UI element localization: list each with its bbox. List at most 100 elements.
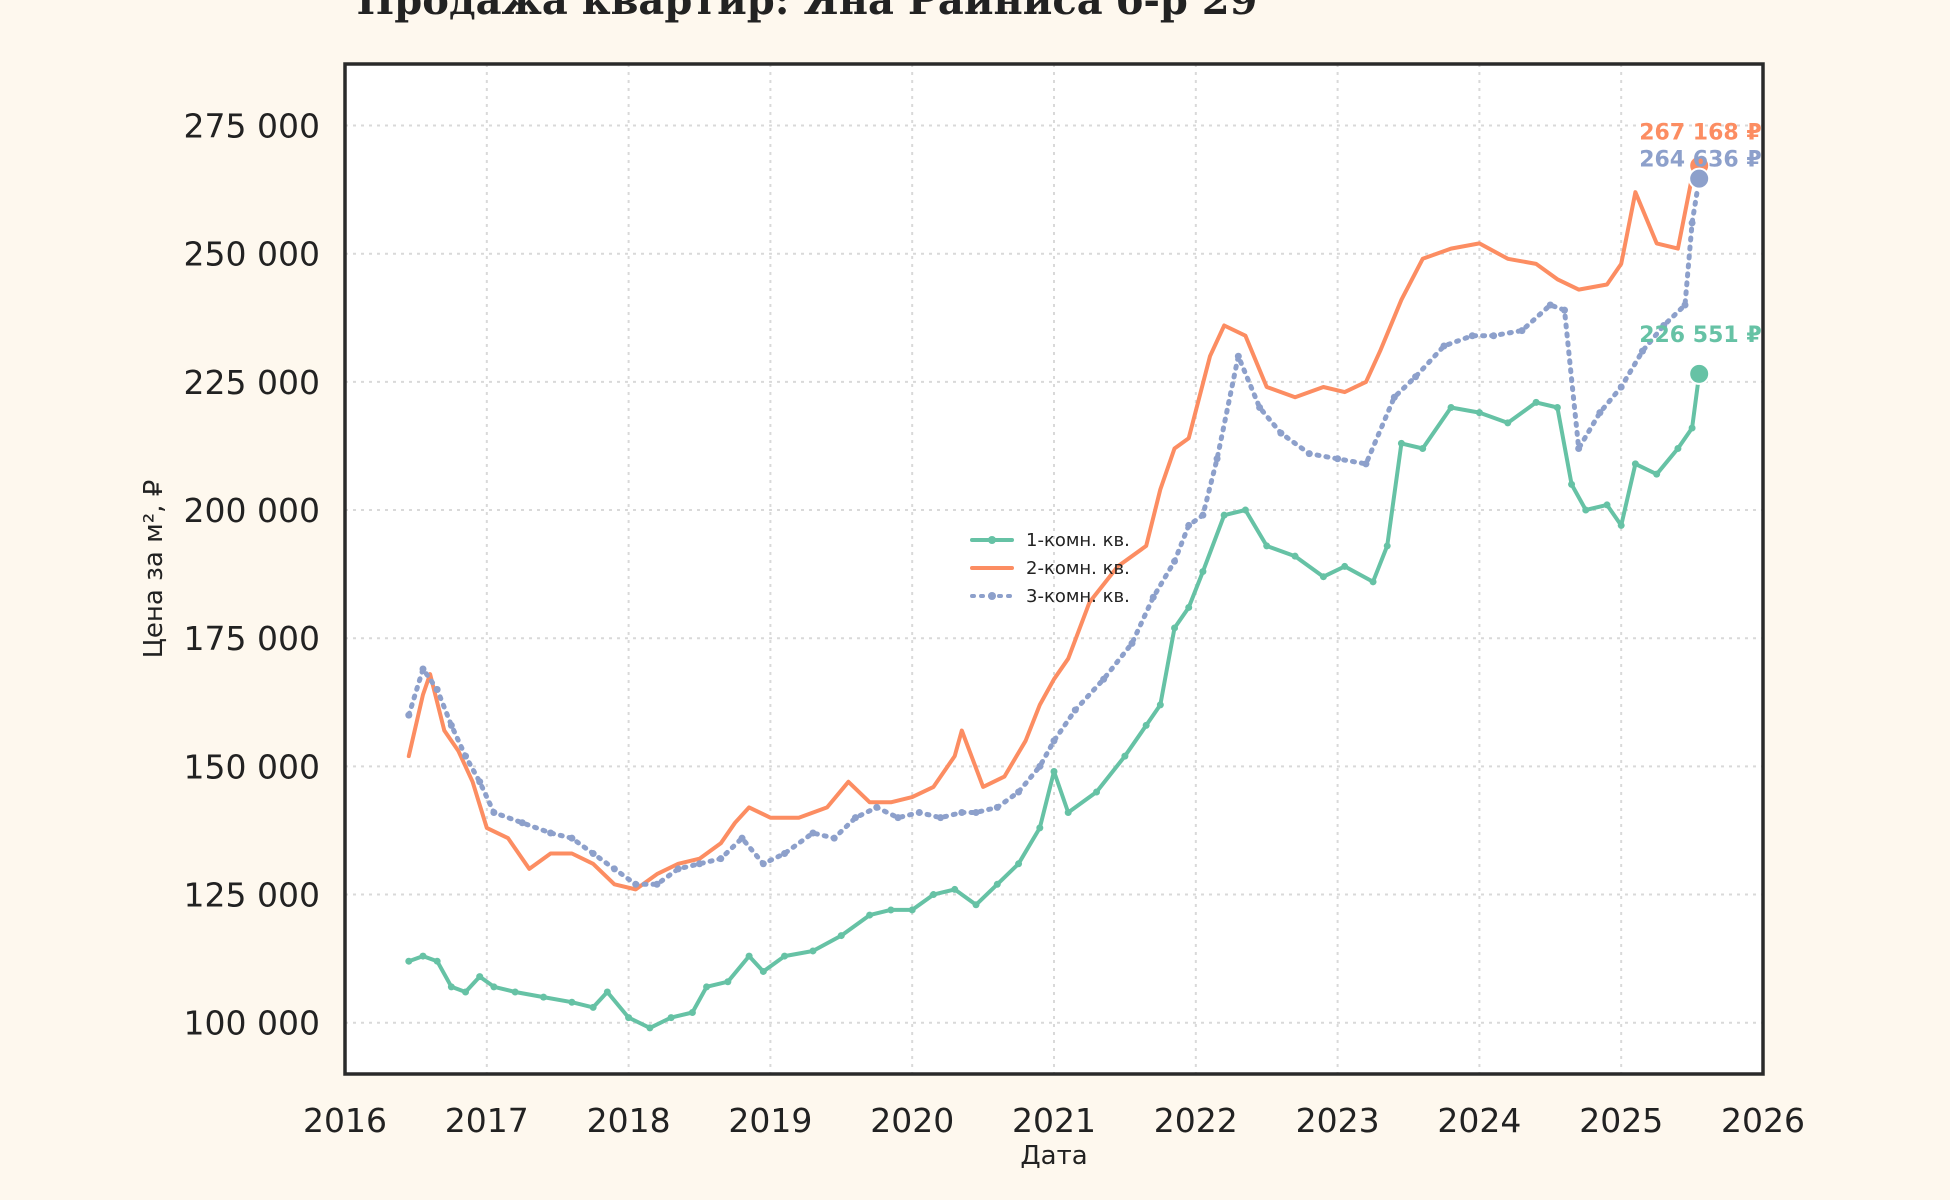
data-point xyxy=(703,983,711,991)
data-point xyxy=(1419,445,1427,453)
data-point xyxy=(405,711,413,719)
y-tick-label: 100 000 xyxy=(184,1004,320,1043)
y-tick-label: 150 000 xyxy=(184,747,320,786)
y-tick-label: 125 000 xyxy=(184,876,320,915)
data-point xyxy=(1100,675,1108,683)
data-point xyxy=(1171,624,1179,632)
data-point xyxy=(1015,788,1023,796)
x-tick-label: 2026 xyxy=(1721,1101,1805,1140)
x-tick-label: 2017 xyxy=(445,1101,529,1140)
data-point xyxy=(1277,429,1285,437)
data-point xyxy=(1553,404,1561,412)
data-point xyxy=(1617,383,1625,391)
data-point xyxy=(1560,306,1568,314)
data-point xyxy=(1660,321,1668,329)
data-point xyxy=(447,721,455,729)
data-point xyxy=(1185,603,1193,611)
end-value-label: 226 551 ₽ xyxy=(1639,323,1761,348)
data-point xyxy=(1199,511,1207,519)
data-point xyxy=(993,880,1001,888)
data-point xyxy=(1220,511,1228,519)
legend-label: 1-комн. кв. xyxy=(1026,530,1130,551)
data-point xyxy=(866,911,874,919)
data-point xyxy=(1362,460,1370,468)
data-point xyxy=(1369,578,1377,586)
data-point xyxy=(490,983,498,991)
x-tick-label: 2023 xyxy=(1296,1101,1380,1140)
data-point xyxy=(419,952,427,960)
data-point xyxy=(1050,768,1058,776)
data-point xyxy=(1440,342,1448,350)
data-point xyxy=(837,932,845,940)
data-point xyxy=(405,957,413,965)
data-point xyxy=(433,957,441,965)
end-marker xyxy=(1688,362,1711,385)
data-point xyxy=(1468,332,1476,340)
data-point xyxy=(1490,332,1498,340)
data-point xyxy=(667,1014,675,1022)
data-point xyxy=(447,983,455,991)
x-axis-title: Дата xyxy=(1020,1141,1087,1171)
data-point xyxy=(696,860,703,868)
legend-label: 3-комн. кв. xyxy=(1026,586,1130,607)
data-point xyxy=(476,778,484,786)
data-point xyxy=(1412,373,1420,381)
data-point xyxy=(1575,445,1583,453)
data-point xyxy=(1241,506,1249,514)
data-point xyxy=(1142,721,1150,729)
data-point xyxy=(1036,824,1044,832)
x-axis: 2016 2017 2018 2019 2020 2021 2022 2023 2024 2025… xyxy=(303,1101,1805,1140)
data-point xyxy=(809,829,817,837)
legend-item: 3-комн. кв. xyxy=(970,586,1130,607)
data-point xyxy=(610,865,618,873)
data-point xyxy=(589,850,597,858)
data-point xyxy=(646,1024,654,1032)
series-group xyxy=(405,163,1703,1032)
x-tick-label: 2025 xyxy=(1579,1101,1663,1140)
data-point xyxy=(1518,327,1526,335)
data-point xyxy=(972,809,980,817)
y-tick-label: 225 000 xyxy=(184,363,320,402)
data-point xyxy=(1334,455,1342,463)
data-point xyxy=(1071,706,1079,714)
end-labels: 226 551 ₽ 267 168 ₽264 636 ₽ xyxy=(1639,121,1762,385)
data-point xyxy=(1050,737,1058,745)
data-point xyxy=(1291,552,1299,560)
data-point xyxy=(1617,521,1625,529)
data-point xyxy=(724,978,732,986)
data-point xyxy=(1213,455,1221,463)
data-point xyxy=(1631,460,1639,468)
data-point xyxy=(1128,639,1136,647)
data-point xyxy=(1185,521,1193,529)
data-point xyxy=(547,829,555,837)
data-point xyxy=(1688,424,1696,432)
data-point xyxy=(745,952,753,960)
data-point xyxy=(490,809,498,817)
y-axis: 100 000 125 000 150 000 175 000 200 000 225 0… xyxy=(184,107,320,1043)
legend-label: 2-комн. кв. xyxy=(1026,558,1130,579)
data-point xyxy=(887,906,895,914)
y-tick-label: 250 000 xyxy=(184,235,320,274)
data-point xyxy=(759,860,767,868)
data-point xyxy=(1149,593,1157,601)
legend: 1-комн. кв. 2-комн. кв. 3-комн. кв. xyxy=(970,530,1130,607)
legend-item: 1-комн. кв. xyxy=(970,530,1130,551)
data-point xyxy=(717,855,725,863)
data-point xyxy=(625,1014,633,1022)
data-point xyxy=(951,885,959,893)
series-line xyxy=(406,176,1702,887)
data-point xyxy=(462,988,470,996)
x-tick-label: 2020 xyxy=(870,1101,954,1140)
data-point xyxy=(1546,301,1554,309)
x-tick-label: 2016 xyxy=(303,1101,387,1140)
data-point xyxy=(1504,419,1512,427)
data-point xyxy=(1171,557,1179,565)
data-point xyxy=(1305,450,1313,458)
data-point xyxy=(433,685,441,693)
data-point xyxy=(1596,409,1604,417)
data-point xyxy=(476,973,484,981)
plot-frame xyxy=(343,62,1765,1076)
data-point xyxy=(1036,762,1044,770)
data-point xyxy=(1681,301,1689,309)
